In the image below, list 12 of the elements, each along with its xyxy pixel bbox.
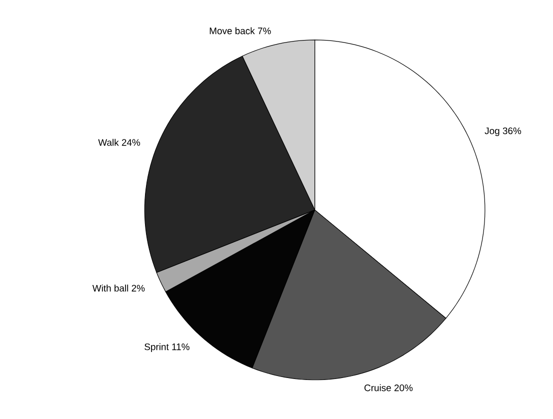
slice-label: Jog	[484, 128, 500, 136]
slice-label: Cruise	[364, 384, 391, 392]
data-label: 2%	[132, 284, 145, 292]
slice-label: With ball	[92, 284, 128, 292]
data-label: 24%	[122, 139, 140, 146]
slice-label: Move back	[210, 27, 255, 34]
data-label: 36%	[502, 127, 522, 134]
data-label: 11%	[172, 344, 190, 350]
data-label: 20%	[394, 384, 413, 392]
slice-label: Walk	[98, 138, 119, 146]
slice-label: Sprint	[144, 343, 169, 352]
data-label: 7%	[258, 28, 271, 34]
